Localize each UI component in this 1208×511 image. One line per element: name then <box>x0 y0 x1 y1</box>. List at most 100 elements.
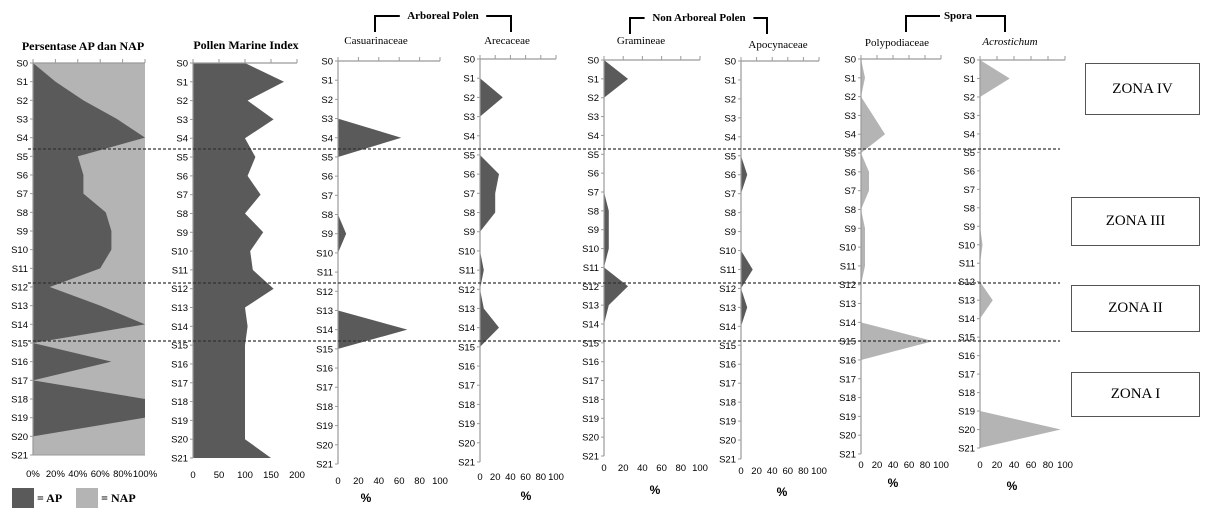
y-tick-label: S15 <box>839 337 856 348</box>
x-axis-label: % <box>1007 479 1018 493</box>
zone-iv-label: ZONA IV <box>1112 80 1173 97</box>
y-tick-label: S2 <box>176 96 188 107</box>
y-tick-label: S0 <box>587 56 599 67</box>
y-tick-label: S12 <box>958 277 975 288</box>
y-tick-label: S7 <box>463 189 475 200</box>
x-axis-label: % <box>521 489 532 503</box>
y-tick-label: S6 <box>176 171 188 182</box>
y-tick-label: S8 <box>16 208 28 219</box>
x-tick-label: 60 <box>1026 460 1037 471</box>
y-tick-label: S2 <box>463 93 475 104</box>
group-header-2: Non Arboreal Polen <box>629 10 768 34</box>
bracket-label-bg <box>399 8 487 22</box>
y-tick-label: S7 <box>724 189 736 200</box>
x-tick-label: 60 <box>656 463 667 474</box>
x-axis-label: % <box>650 483 661 497</box>
y-tick-label: S21 <box>11 451 28 462</box>
x-tick-label: 80 <box>1043 460 1054 471</box>
y-tick-label: S2 <box>321 95 333 106</box>
panel-7: S0 S1 S2 S3 S4 S5 S6 S7 S8 S9 S10 S11 S12 S13 S14 S15 S1… <box>839 55 949 491</box>
x-tick-label: 60% <box>91 469 111 480</box>
y-tick-label: S4 <box>963 129 975 140</box>
x-tick-label: 0 <box>190 470 195 481</box>
x-tick-label: 200 <box>289 470 305 481</box>
y-tick-label: S18 <box>839 393 856 404</box>
y-tick-label: S8 <box>321 210 333 221</box>
x-tick-label: 60 <box>783 466 794 477</box>
y-tick-label: S7 <box>321 191 333 202</box>
y-tick-label: S3 <box>587 112 599 123</box>
y-tick-label: S17 <box>839 374 856 385</box>
y-tick-label: S3 <box>16 115 28 126</box>
x-tick-label: 60 <box>904 460 915 471</box>
y-tick-label: S9 <box>321 229 333 240</box>
y-tick-label: S19 <box>458 419 475 430</box>
zone-i-box: ZONA I <box>1071 372 1200 417</box>
x-tick-label: 20 <box>618 463 629 474</box>
x-tick-label: 80% <box>113 469 133 480</box>
panel-title: Apocynaceae <box>748 39 807 51</box>
y-tick-label: S10 <box>316 248 333 259</box>
y-tick-label: S1 <box>16 77 28 88</box>
y-tick-label: S17 <box>958 370 975 381</box>
y-tick-label: S10 <box>11 245 28 256</box>
y-tick-label: S18 <box>11 395 28 406</box>
y-tick-label: S11 <box>583 263 599 274</box>
y-tick-label: S7 <box>844 186 856 197</box>
y-tick-label: S10 <box>171 247 188 258</box>
y-tick-label: S16 <box>171 359 188 370</box>
y-tick-label: S5 <box>321 152 333 163</box>
y-tick-label: S3 <box>844 111 856 122</box>
y-tick-label: S3 <box>463 112 475 123</box>
y-tick-label: S20 <box>839 431 856 442</box>
x-tick-label: 0% <box>26 469 40 480</box>
y-tick-label: S12 <box>171 284 188 295</box>
y-tick-label: S15 <box>719 341 736 352</box>
y-tick-label: S11 <box>720 265 736 276</box>
y-tick-label: S16 <box>316 364 333 375</box>
y-tick-label: S9 <box>963 222 975 233</box>
zone-iii-label: ZONA III <box>1105 213 1166 229</box>
y-tick-label: S1 <box>724 75 736 86</box>
x-tick-label: 40 <box>374 476 385 487</box>
y-tick-label: S5 <box>176 153 188 164</box>
y-tick-label: S19 <box>171 416 188 427</box>
y-tick-label: S13 <box>316 306 333 317</box>
y-tick-label: S11 <box>317 268 333 279</box>
y-tick-label: S13 <box>582 301 599 312</box>
y-tick-label: S18 <box>719 398 736 409</box>
y-tick-label: S9 <box>463 227 475 238</box>
y-tick-label: S2 <box>16 96 28 107</box>
x-tick-label: 150 <box>263 470 279 481</box>
y-tick-label: S9 <box>176 228 188 239</box>
y-tick-label: S7 <box>176 190 188 201</box>
y-tick-label: S12 <box>11 283 28 294</box>
y-tick-label: S20 <box>458 438 475 449</box>
x-tick-label: 100% <box>133 469 158 480</box>
x-tick-label: 80 <box>676 463 687 474</box>
x-axis-label: % <box>361 491 372 505</box>
x-tick-label: 100 <box>237 470 253 481</box>
y-tick-label: S13 <box>958 296 975 307</box>
x-tick-label: 80 <box>920 460 931 471</box>
x-tick-label: 20 <box>751 466 762 477</box>
x-tick-label: 80 <box>536 472 547 483</box>
legend-nap-label: = NAP <box>101 490 136 505</box>
panel-8: S0 S1 S2 S3 S4 S5 S6 S7 S8 S9 S10 S11 S12 S13 S14 S15 S1… <box>958 56 1073 494</box>
y-tick-label: S4 <box>587 131 599 142</box>
y-tick-label: S0 <box>176 59 188 70</box>
panel-title: Gramineae <box>617 35 665 47</box>
y-tick-label: S2 <box>963 92 975 103</box>
y-tick-label: S6 <box>844 167 856 178</box>
y-tick-label: S10 <box>839 243 856 254</box>
y-tick-label: S15 <box>11 339 28 350</box>
y-tick-label: S8 <box>176 209 188 220</box>
y-tick-label: S16 <box>11 357 28 368</box>
x-tick-label: 20 <box>490 472 501 483</box>
y-tick-label: S8 <box>963 203 975 214</box>
y-tick-label: S9 <box>16 227 28 238</box>
y-tick-label: S10 <box>582 244 599 255</box>
y-tick-label: S7 <box>587 188 599 199</box>
y-tick-label: S5 <box>963 148 975 159</box>
